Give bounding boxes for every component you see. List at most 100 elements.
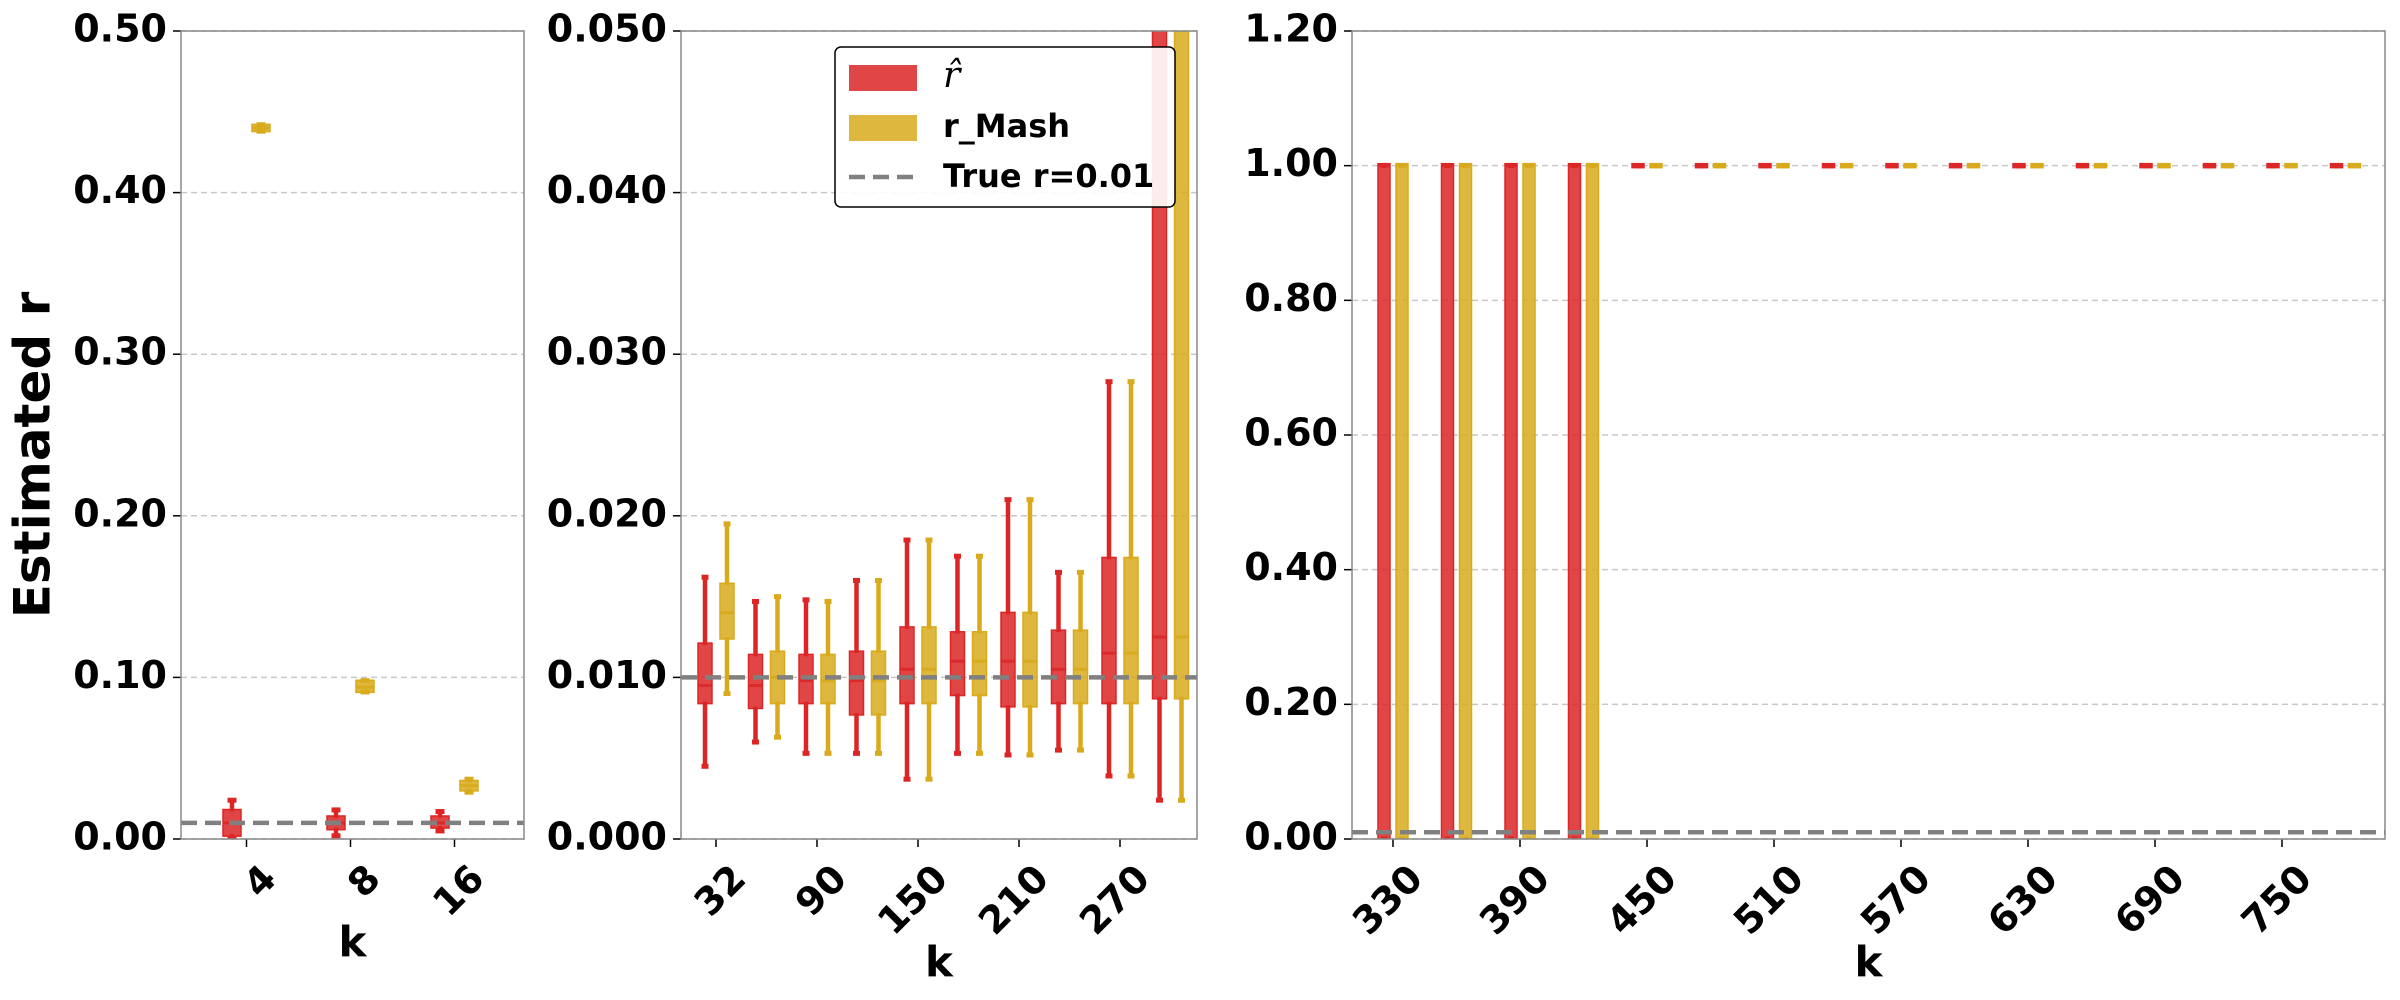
y-axis-label: Estimated r bbox=[4, 291, 62, 618]
legend-frame bbox=[834, 46, 1176, 208]
box bbox=[2030, 162, 2044, 169]
legend-label: r_Mash bbox=[943, 107, 1070, 145]
box bbox=[1885, 162, 1899, 169]
box-body bbox=[899, 626, 915, 705]
y-tick-label: 0.50 bbox=[73, 7, 167, 51]
box-body bbox=[921, 626, 937, 705]
x-tick-label: 150 bbox=[869, 856, 956, 943]
box bbox=[697, 574, 713, 769]
x-tick-label: 32 bbox=[686, 856, 755, 925]
y-tick-label: 0.00 bbox=[1244, 815, 1338, 859]
box bbox=[1440, 162, 1455, 839]
box-body bbox=[1458, 162, 1473, 839]
box bbox=[1022, 497, 1038, 758]
box bbox=[1377, 162, 1391, 839]
box bbox=[769, 594, 786, 740]
y-tick-label: 0.050 bbox=[547, 7, 667, 51]
box-body bbox=[1522, 162, 1536, 839]
box bbox=[1504, 162, 1518, 839]
box bbox=[1631, 162, 1645, 169]
box bbox=[1522, 162, 1536, 839]
x-tick-label: 510 bbox=[1725, 856, 1812, 943]
box bbox=[459, 776, 479, 795]
plot-area bbox=[222, 122, 479, 839]
box-body bbox=[1101, 556, 1117, 705]
y-tick-label: 0.010 bbox=[547, 653, 667, 697]
box-body bbox=[1567, 162, 1582, 839]
box bbox=[1585, 162, 1600, 839]
box bbox=[1000, 497, 1016, 758]
y-tick-label: 0.20 bbox=[73, 491, 167, 535]
box bbox=[2347, 162, 2362, 169]
box bbox=[921, 537, 937, 782]
x-tick-label: 630 bbox=[1979, 856, 2066, 943]
x-tick-label: 570 bbox=[1852, 856, 1939, 943]
box bbox=[1072, 569, 1089, 753]
x-tick-label: 4 bbox=[235, 856, 285, 906]
x-tick-label: 330 bbox=[1344, 856, 1431, 943]
box bbox=[1050, 569, 1067, 753]
y-tick-label: 0.000 bbox=[547, 815, 667, 859]
box bbox=[949, 553, 966, 756]
box bbox=[1567, 162, 1582, 839]
axes-frame bbox=[180, 30, 525, 840]
y-tick-label: 1.00 bbox=[1244, 141, 1338, 185]
y-tick-label: 0.030 bbox=[547, 330, 667, 374]
box bbox=[870, 577, 887, 756]
box-body bbox=[949, 631, 966, 697]
box bbox=[1395, 162, 1409, 839]
x-tick-label: 8 bbox=[339, 856, 389, 906]
box bbox=[899, 537, 915, 782]
x-tick-label: 450 bbox=[1598, 856, 1685, 943]
box bbox=[2139, 162, 2153, 169]
y-tick-label: 1.20 bbox=[1244, 7, 1338, 51]
x-axis-label: k bbox=[925, 938, 954, 987]
box-body bbox=[1173, 31, 1190, 700]
box bbox=[1758, 162, 1772, 169]
x-tick-label: 210 bbox=[970, 856, 1057, 943]
y-tick-label: 0.40 bbox=[1244, 545, 1338, 589]
box-body bbox=[870, 650, 887, 716]
box bbox=[1903, 162, 1917, 169]
x-tick-label: 270 bbox=[1071, 856, 1158, 943]
box bbox=[1123, 379, 1139, 779]
x-axis-label: k bbox=[339, 918, 368, 967]
box bbox=[2329, 162, 2344, 169]
legend-swatch bbox=[849, 115, 917, 141]
axes-frame bbox=[680, 30, 1198, 840]
box bbox=[1776, 162, 1790, 169]
box bbox=[1458, 162, 1473, 839]
box-body bbox=[1585, 162, 1600, 839]
legend-label: True r=0.01 bbox=[943, 157, 1154, 195]
box bbox=[1649, 162, 1663, 169]
box bbox=[1948, 162, 1963, 169]
y-tick-label: 0.020 bbox=[547, 491, 667, 535]
box bbox=[971, 553, 988, 756]
x-tick-label: 750 bbox=[2233, 856, 2320, 943]
panel: 0.00 0.20 0.40 0.60 0.80 1.00 1.20 330 390 450 510… bbox=[1244, 7, 2386, 987]
box bbox=[222, 797, 242, 839]
box bbox=[2220, 162, 2235, 169]
box bbox=[2202, 162, 2217, 169]
axes-frame bbox=[1351, 30, 2386, 840]
y-tick-label: 0.20 bbox=[1244, 680, 1338, 724]
y-tick-label: 0.80 bbox=[1244, 276, 1338, 320]
box bbox=[747, 598, 764, 745]
x-axis-label: k bbox=[1855, 938, 1884, 987]
box bbox=[1173, 31, 1190, 803]
panel: 0.00 0.10 0.20 0.30 0.40 0.50 4 8 16 k Estimated r bbox=[4, 7, 525, 967]
box bbox=[2012, 162, 2026, 169]
box-body bbox=[1123, 556, 1139, 705]
box bbox=[848, 577, 865, 756]
box bbox=[2284, 162, 2298, 169]
box-body bbox=[1072, 629, 1089, 705]
y-tick-label: 0.040 bbox=[547, 168, 667, 212]
box bbox=[1101, 379, 1117, 779]
y-tick-label: 0.30 bbox=[73, 330, 167, 374]
box bbox=[1694, 162, 1709, 169]
box bbox=[355, 678, 375, 695]
y-tick-label: 0.10 bbox=[73, 653, 167, 697]
x-tick-label: 16 bbox=[424, 856, 493, 925]
box-body bbox=[848, 650, 865, 716]
